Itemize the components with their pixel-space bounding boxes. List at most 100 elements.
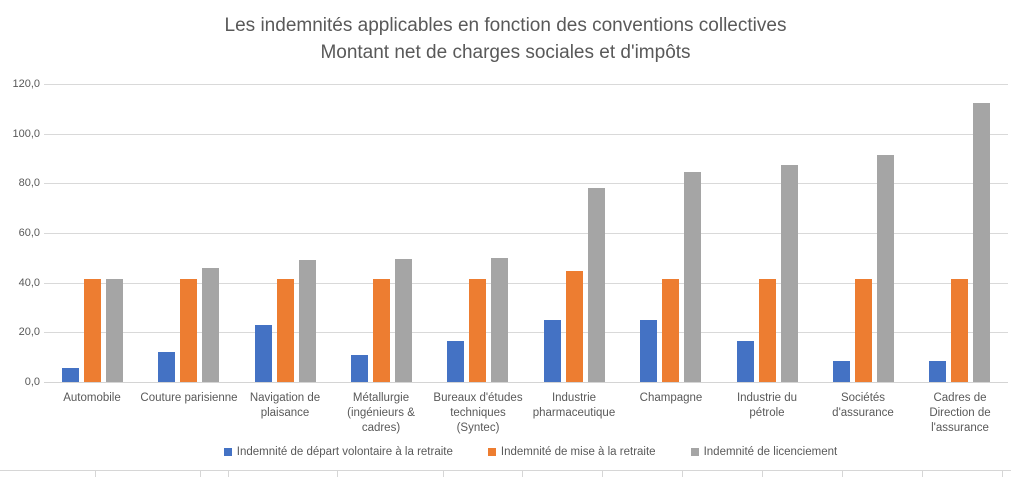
legend-label: Indemnité de mise à la retraite xyxy=(500,446,656,458)
legend-item[interactable]: Indemnité de mise à la retraite xyxy=(487,446,656,458)
legend-swatch-icon xyxy=(690,448,699,456)
spreadsheet-column-line xyxy=(522,470,523,477)
bar[interactable] xyxy=(973,103,990,382)
bar[interactable] xyxy=(544,320,561,382)
x-axis-label-line: Couture parisienne xyxy=(140,392,238,404)
bar[interactable] xyxy=(180,279,197,382)
spreadsheet-column-line xyxy=(337,470,338,477)
legend-item[interactable]: Indemnité de départ volontaire à la retr… xyxy=(223,446,453,458)
bar[interactable] xyxy=(759,279,776,382)
legend-label: Indemnité de départ volontaire à la retr… xyxy=(236,446,453,458)
chart-title-line2: Montant net de charges sociales et d'imp… xyxy=(320,42,691,63)
y-axis-tick-label: 40,0 xyxy=(18,277,40,289)
x-axis-label-line: l'assurance xyxy=(931,422,989,434)
bar[interactable] xyxy=(277,279,294,382)
bar[interactable] xyxy=(351,355,368,382)
gridline xyxy=(44,332,1008,333)
x-axis-label: Cadres de Direction de l'assurance xyxy=(908,391,1011,436)
chart-title-line1: Les indemnités applicables en fonction d… xyxy=(224,15,787,36)
bar[interactable] xyxy=(951,279,968,382)
bar[interactable] xyxy=(929,361,946,382)
bar[interactable] xyxy=(447,341,464,382)
bar[interactable] xyxy=(469,279,486,382)
x-axis-label-line: pharmaceutique xyxy=(532,407,616,419)
legend-label: Indemnité de licenciement xyxy=(703,446,838,458)
spreadsheet-column-line xyxy=(922,470,923,477)
spreadsheet-row-line xyxy=(0,470,1011,471)
spreadsheet-column-line xyxy=(228,470,229,477)
x-axis-label-line: Direction de xyxy=(929,407,991,419)
y-axis-tick-label: 20,0 xyxy=(18,326,40,338)
x-axis-label-line: (ingénieurs & xyxy=(347,407,415,419)
bar[interactable] xyxy=(395,259,412,382)
y-axis-tick-label: 120,0 xyxy=(12,78,40,90)
spreadsheet-column-line xyxy=(842,470,843,477)
spreadsheet-column-line xyxy=(762,470,763,477)
x-axis-label: Bureaux d'études techniques (Syntec) xyxy=(426,391,530,436)
x-axis-label-line: pétrole xyxy=(749,407,785,419)
x-axis-label-line: Industrie xyxy=(551,392,597,404)
x-axis-label: Métallurgie (ingénieurs & cadres) xyxy=(329,391,433,436)
x-axis-label: Industrie pharmaceutique xyxy=(522,391,626,421)
gridline xyxy=(44,84,1008,85)
bar[interactable] xyxy=(255,325,272,382)
spreadsheet-column-line xyxy=(1002,470,1003,477)
y-axis-tick-label: 60,0 xyxy=(18,227,40,239)
x-axis-label-line: Industrie du xyxy=(736,392,798,404)
gridline xyxy=(44,283,1008,284)
gridline xyxy=(44,134,1008,135)
x-axis-label: Couture parisienne xyxy=(137,391,241,406)
bar[interactable] xyxy=(373,279,390,382)
bar[interactable] xyxy=(684,172,701,382)
x-axis-label: Navigation de plaisance xyxy=(233,391,337,421)
x-axis-label: Sociétés d'assurance xyxy=(811,391,915,421)
x-axis-label-line: Bureaux d'études xyxy=(433,392,523,404)
x-axis-label-line: Métallurgie xyxy=(352,392,410,404)
bar[interactable] xyxy=(84,279,101,382)
bar[interactable] xyxy=(781,165,798,382)
legend-swatch-icon xyxy=(223,448,232,456)
spreadsheet-column-line xyxy=(682,470,683,477)
bar[interactable] xyxy=(566,271,583,382)
spreadsheet-column-line xyxy=(200,470,201,477)
y-axis-tick-label: 0,0 xyxy=(24,376,40,388)
x-axis-label-line: (Syntec) xyxy=(456,422,500,434)
bar[interactable] xyxy=(62,368,79,382)
chart-legend: Indemnité de départ volontaire à la retr… xyxy=(0,446,1011,458)
x-axis-label-line: Champagne xyxy=(639,392,703,404)
x-axis-label-line: Navigation de xyxy=(249,392,321,404)
x-axis-label-line: plaisance xyxy=(260,407,310,419)
bar[interactable] xyxy=(640,320,657,382)
gridline xyxy=(44,233,1008,234)
bar[interactable] xyxy=(491,258,508,382)
x-axis-label-line: Cadres de xyxy=(933,392,987,404)
x-axis-label: Champagne xyxy=(619,391,723,406)
x-axis-label: Automobile xyxy=(40,391,144,406)
legend-item[interactable]: Indemnité de licenciement xyxy=(690,446,838,458)
x-axis-label-line: Sociétés xyxy=(840,392,886,404)
legend-swatch-icon xyxy=(487,448,496,456)
bar[interactable] xyxy=(833,361,850,382)
bar[interactable] xyxy=(106,279,123,382)
x-axis-line xyxy=(44,382,1008,383)
x-axis-label-line: techniques xyxy=(450,407,506,419)
spreadsheet-column-line xyxy=(443,470,444,477)
x-axis-label: Industrie du pétrole xyxy=(715,391,819,421)
bar[interactable] xyxy=(158,352,175,382)
gridline xyxy=(44,183,1008,184)
spreadsheet-column-line xyxy=(602,470,603,477)
y-axis-tick-label: 80,0 xyxy=(18,177,40,189)
bar[interactable] xyxy=(877,155,894,382)
x-axis-label-line: d'assurance xyxy=(832,407,894,419)
spreadsheet-column-line xyxy=(95,470,96,477)
bar[interactable] xyxy=(662,279,679,382)
x-axis-label-line: cadres) xyxy=(361,422,401,434)
bar[interactable] xyxy=(855,279,872,382)
x-axis-label-line: Automobile xyxy=(63,392,121,404)
chart-title: Les indemnités applicables en fonction d… xyxy=(0,12,1011,66)
bar[interactable] xyxy=(737,341,754,382)
bar[interactable] xyxy=(202,268,219,382)
bar[interactable] xyxy=(299,260,316,382)
bar[interactable] xyxy=(588,188,605,382)
